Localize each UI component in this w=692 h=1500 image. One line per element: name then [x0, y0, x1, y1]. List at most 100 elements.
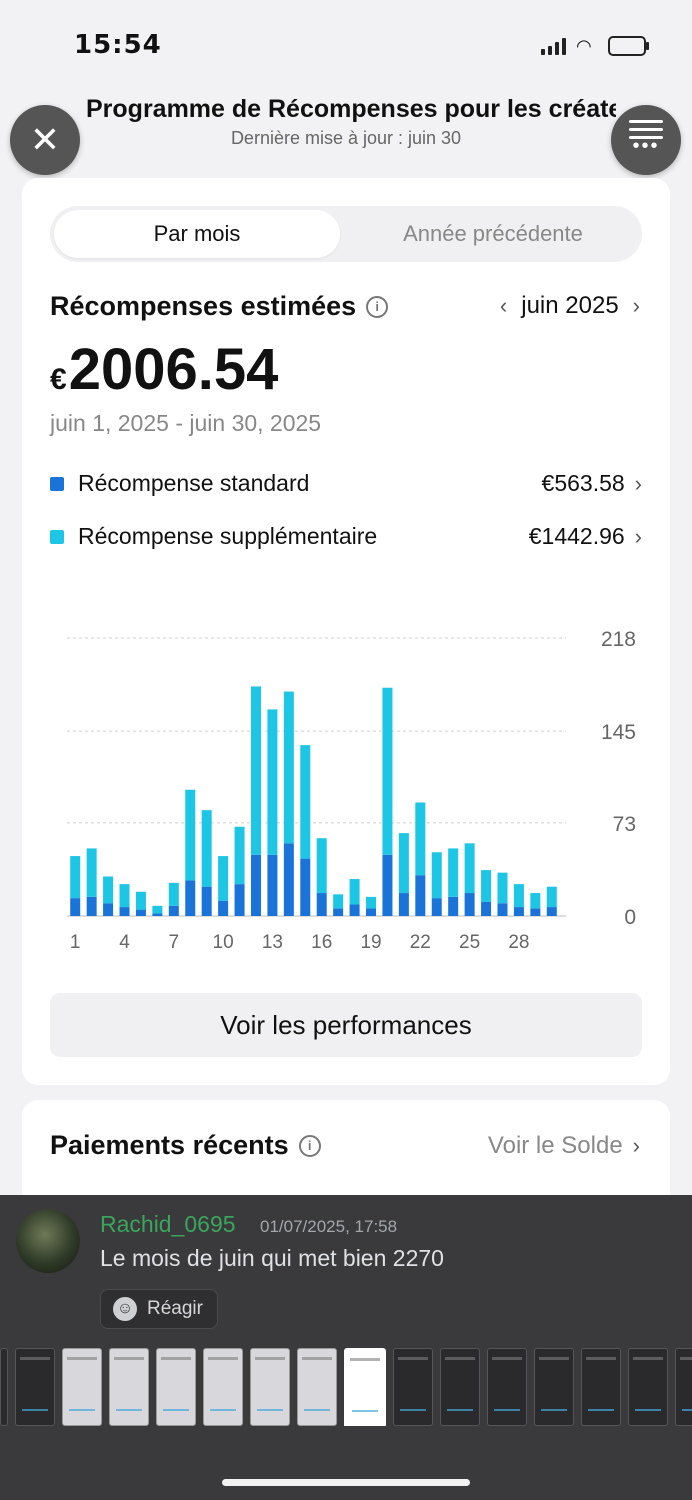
avatar[interactable]	[16, 1209, 80, 1273]
bar-extra[interactable]	[119, 884, 130, 908]
bar-standard[interactable]	[497, 903, 508, 916]
bar-standard[interactable]	[382, 854, 393, 916]
react-button[interactable]: ☺ Réagir	[100, 1289, 218, 1329]
bar-standard[interactable]	[448, 896, 459, 916]
bar-standard[interactable]	[86, 896, 97, 916]
bar-standard[interactable]	[366, 908, 377, 916]
bar-standard[interactable]	[431, 898, 442, 916]
bar-extra[interactable]	[135, 891, 146, 910]
bar-standard[interactable]	[267, 854, 278, 916]
next-month-icon[interactable]: ›	[632, 293, 640, 318]
tab-par-mois[interactable]: Par mois	[54, 210, 340, 258]
bar-standard[interactable]	[201, 886, 212, 916]
image-thumbnail[interactable]	[297, 1348, 337, 1426]
bar-extra[interactable]	[218, 856, 229, 901]
chat-message-panel: Rachid_0695 01/07/2025, 17:58 Le mois de…	[0, 1195, 692, 1500]
bar-extra[interactable]	[283, 691, 294, 844]
bar-standard[interactable]	[349, 904, 360, 916]
y-tick-label: 218	[601, 628, 636, 651]
bar-standard[interactable]	[316, 893, 327, 916]
bar-standard[interactable]	[481, 901, 492, 916]
image-thumbnail[interactable]	[15, 1348, 55, 1426]
image-thumbnail[interactable]	[156, 1348, 196, 1426]
image-thumbnail[interactable]	[109, 1348, 149, 1426]
bar-standard[interactable]	[513, 907, 524, 916]
bar-extra[interactable]	[333, 894, 344, 909]
image-thumbnail[interactable]	[203, 1348, 243, 1426]
bar-extra[interactable]	[86, 848, 97, 897]
image-thumbnail[interactable]	[0, 1348, 8, 1426]
info-icon[interactable]: i	[298, 1134, 321, 1157]
home-indicator[interactable]	[222, 1479, 470, 1486]
image-thumbnail[interactable]	[628, 1348, 668, 1426]
bar-standard[interactable]	[333, 908, 344, 916]
bar-extra[interactable]	[152, 905, 163, 914]
bar-standard[interactable]	[250, 854, 261, 916]
bar-extra[interactable]	[316, 838, 327, 894]
bar-standard[interactable]	[168, 905, 179, 916]
extra-reward-row[interactable]: Récompense supplémentaire €1442.96 ›	[50, 523, 642, 550]
image-thumbnail[interactable]	[534, 1348, 574, 1426]
bar-extra[interactable]	[497, 872, 508, 904]
bar-standard[interactable]	[70, 898, 81, 916]
bar-extra[interactable]	[103, 876, 114, 904]
bar-standard[interactable]	[398, 893, 409, 916]
view-performance-button[interactable]: Voir les performances	[50, 993, 642, 1057]
bar-standard[interactable]	[119, 907, 130, 916]
bar-extra[interactable]	[300, 745, 311, 859]
close-button[interactable]: ✕	[10, 105, 80, 175]
bar-standard[interactable]	[234, 884, 245, 916]
bar-extra[interactable]	[464, 843, 475, 894]
bar-standard[interactable]	[300, 858, 311, 916]
info-icon[interactable]: i	[366, 295, 389, 318]
bar-standard[interactable]	[464, 893, 475, 916]
bar-extra[interactable]	[185, 789, 196, 881]
bar-extra[interactable]	[250, 686, 261, 855]
bar-standard[interactable]	[185, 880, 196, 916]
menu-button[interactable]: •••	[611, 105, 681, 175]
bar-standard[interactable]	[218, 900, 229, 916]
bar-extra[interactable]	[546, 886, 557, 908]
bar-extra[interactable]	[201, 810, 212, 887]
image-thumbnail[interactable]	[675, 1348, 692, 1426]
bar-standard[interactable]	[530, 908, 541, 916]
bar-extra[interactable]	[448, 848, 459, 897]
bar-standard[interactable]	[415, 875, 426, 916]
bar-extra[interactable]	[267, 709, 278, 855]
bar-extra[interactable]	[168, 882, 179, 906]
bar-extra[interactable]	[431, 852, 442, 899]
bar-standard[interactable]	[135, 909, 146, 916]
bar-extra[interactable]	[415, 802, 426, 876]
bar-extra[interactable]	[70, 856, 81, 899]
message-username[interactable]: Rachid_0695	[100, 1211, 236, 1237]
bar-extra[interactable]	[481, 870, 492, 902]
bar-extra[interactable]	[382, 687, 393, 855]
bar-extra[interactable]	[349, 879, 360, 905]
image-thumbnail[interactable]	[344, 1348, 386, 1426]
bar-extra[interactable]	[513, 884, 524, 908]
view-balance-link[interactable]: Voir le Solde ›	[488, 1132, 640, 1160]
bar-standard[interactable]	[152, 913, 163, 916]
image-thumbnail[interactable]	[250, 1348, 290, 1426]
bar-standard[interactable]	[283, 843, 294, 916]
image-thumbnail[interactable]	[440, 1348, 480, 1426]
bar-standard[interactable]	[546, 907, 557, 916]
x-tick-label: 10	[213, 932, 234, 953]
image-thumbnail[interactable]	[487, 1348, 527, 1426]
prev-month-icon[interactable]: ‹	[499, 293, 508, 318]
image-thumbnail[interactable]	[581, 1348, 621, 1426]
bar-extra[interactable]	[398, 833, 409, 894]
standard-reward-row[interactable]: Récompense standard €563.58 ›	[50, 470, 642, 497]
react-label: Réagir	[147, 1298, 203, 1319]
battery-icon	[608, 36, 649, 56]
wifi-icon: ◠	[576, 36, 592, 56]
image-thumbnail[interactable]	[393, 1348, 433, 1426]
standard-reward-label: Récompense standard	[78, 470, 310, 496]
bar-extra[interactable]	[366, 896, 377, 909]
current-month: juin 2025	[521, 292, 619, 319]
bar-extra[interactable]	[530, 893, 541, 909]
image-thumbnail[interactable]	[62, 1348, 102, 1426]
bar-standard[interactable]	[103, 903, 114, 916]
tab-annee-precedente[interactable]: Année précédente	[403, 221, 583, 246]
bar-extra[interactable]	[234, 826, 245, 885]
